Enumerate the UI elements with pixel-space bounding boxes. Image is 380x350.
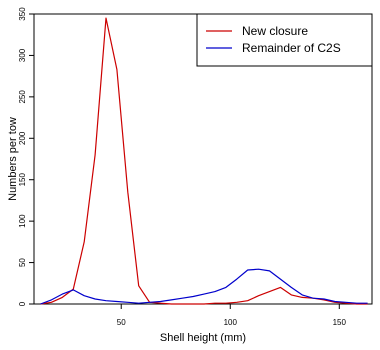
legend: New closure Remainder of C2S <box>196 13 373 67</box>
y-tick-label: 0 <box>18 301 27 306</box>
y-axis-label: Numbers per tow <box>7 117 19 201</box>
x-tick-label: 100 <box>224 318 238 327</box>
legend-label-remainder-c2s: Remainder of C2S <box>242 41 341 55</box>
y-tick-label: 350 <box>18 7 27 21</box>
series-line-remainder-c2s <box>40 268 368 305</box>
y-tick-label: 50 <box>18 258 27 267</box>
y-tick-label: 250 <box>18 90 27 104</box>
y-tick-label: 100 <box>18 214 27 228</box>
y-tick-label: 200 <box>18 131 27 145</box>
x-tick-label: 150 <box>333 318 347 327</box>
y-tick-label: 150 <box>18 172 27 186</box>
y-tick-label: 300 <box>18 48 27 62</box>
legend-box <box>196 13 373 67</box>
x-tick-label: 50 <box>117 318 126 327</box>
legend-label-new-closure: New closure <box>242 24 308 38</box>
x-axis-label: Shell height (mm) <box>160 332 246 344</box>
